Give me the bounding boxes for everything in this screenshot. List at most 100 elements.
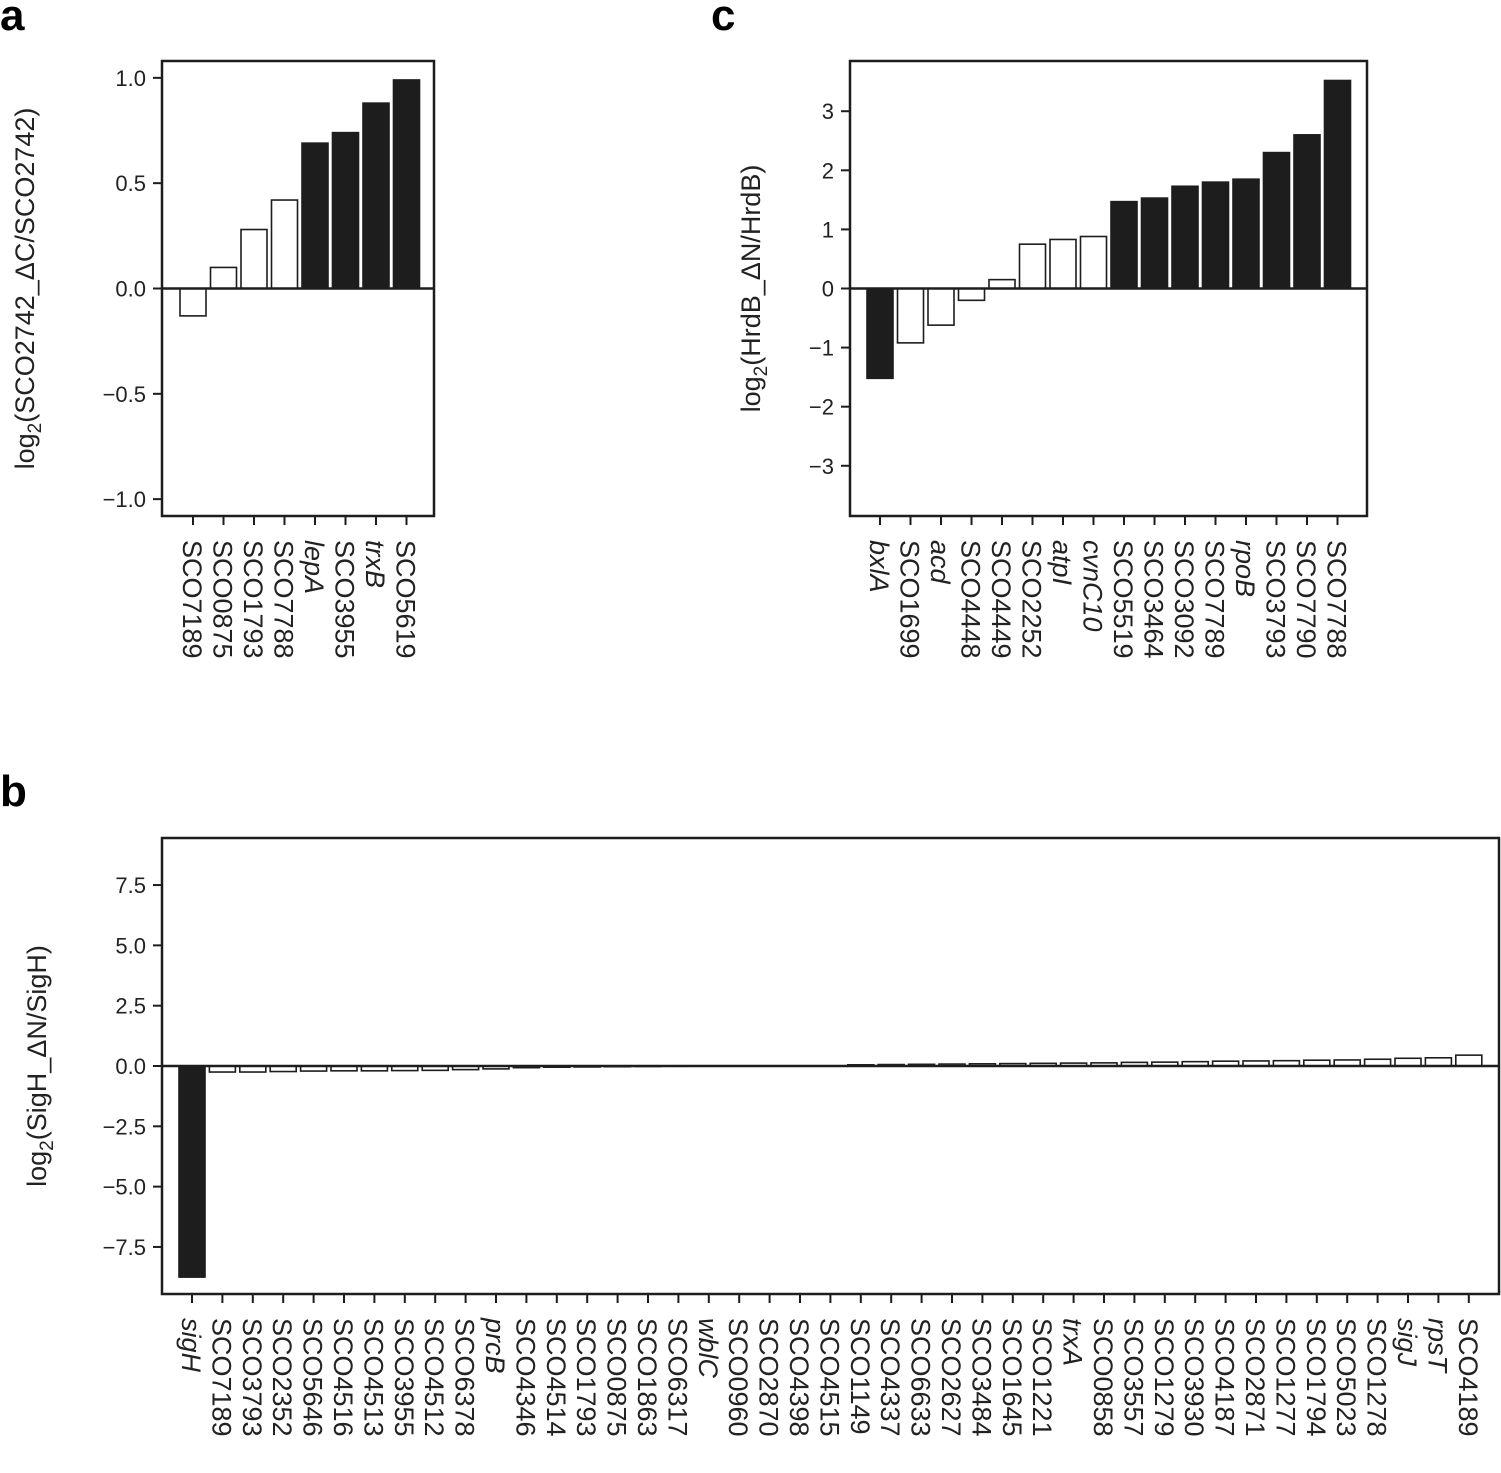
bar-b-SCO4189 [1455,1054,1483,1067]
category-label-b: SCO4512 [419,1318,449,1437]
category-label-b: SCO1645 [997,1318,1027,1437]
category-label-b: SCO1277 [1270,1318,1300,1437]
bar-c-SCO2252 [1018,243,1047,290]
category-label-a: SCO5619 [391,540,421,659]
category-label-b: SCO5646 [298,1318,328,1437]
category-label-b: wblC [693,1318,723,1379]
y-axis-label-prefix-b: log [22,1151,52,1187]
bar-c-rpoB [1232,178,1260,290]
y-tick-label-b: 2.5 [115,994,146,1019]
category-label-c: SCO7790 [1291,540,1321,659]
category-label-c: SCO3464 [1139,540,1169,659]
bar-c-SCO7790 [1293,134,1321,290]
y-tick-label-b: −7.5 [103,1235,146,1260]
category-label-b: SCO0875 [602,1318,632,1437]
category-label-c: atpI [1047,540,1077,586]
category-label-b: SCO4513 [358,1318,388,1437]
y-axis-label-subscript-c: 2 [751,366,772,377]
y-tick-label-a: −0.5 [103,382,146,407]
category-label-b: SCO3484 [966,1318,996,1437]
bar-c-acd [927,287,955,326]
y-tick-label-b: −5.0 [103,1175,146,1200]
category-label-a: SCO7189 [177,540,207,659]
category-label-b: SCO2871 [1240,1318,1270,1437]
category-label-b: SCO6633 [906,1318,936,1437]
category-label-a: trxB [360,540,390,588]
y-tick-label-c: 2 [822,158,834,183]
category-label-c: SCO3092 [1169,540,1199,659]
category-label-b: trxA [1058,1318,1088,1366]
y-axis-label-subscript-b: 2 [37,1140,58,1151]
y-tick-label-c: −3 [809,454,834,479]
category-label-b: rpsT [1422,1318,1452,1375]
category-label-b: SCO7189 [206,1318,236,1437]
category-label-b: SCO4187 [1210,1318,1240,1437]
category-label-c: SCO7788 [1322,540,1352,659]
category-label-b: SCO4189 [1453,1318,1483,1437]
category-label-c: cvnC10 [1078,540,1108,632]
y-axis-label-rest-c: (HrdB_ΔN/HrdB) [736,165,766,366]
category-label-b: SCO4337 [875,1318,905,1437]
bar-a-SCO5619 [392,79,421,290]
category-label-b: SCO4515 [814,1318,844,1437]
category-label-b: SCO4398 [784,1318,814,1437]
category-label-b: SCO4516 [328,1318,358,1437]
category-label-c: SCO3793 [1261,540,1291,659]
bar-c-SCO3464 [1140,197,1169,290]
y-tick-label-c: −1 [809,336,834,361]
bar-a-SCO3955 [331,131,360,290]
bar-c-SCO7789 [1201,181,1230,290]
bar-c-SCO7788 [1323,79,1352,290]
bar-a-SCO0875 [209,266,238,290]
category-label-c: SCO4449 [986,540,1016,659]
bar-c-SCO3793 [1262,151,1291,290]
category-label-b: SCO0858 [1088,1318,1118,1437]
bar-a-SCO7788 [270,199,299,290]
category-label-c: SCO2252 [1017,540,1047,659]
category-label-a: SCO0875 [208,540,238,659]
category-label-a: SCO7788 [269,540,299,659]
y-axis-label-subscript-a: 2 [25,423,46,434]
bar-c-SCO4448 [957,287,986,302]
y-axis-label-rest-a: (SCO2742_ΔC/SCO2742) [10,108,40,423]
category-label-b: SCO4346 [510,1318,540,1437]
y-tick-label-c: −2 [809,395,834,420]
category-label-b: SCO6317 [662,1318,692,1437]
category-label-b: SCO1793 [571,1318,601,1437]
category-label-c: SCO1699 [895,540,925,659]
category-label-c: bxlA [864,540,894,593]
y-tick-label-a: 0.0 [115,277,146,302]
category-label-b: SCO1221 [1027,1318,1057,1437]
category-label-b: SCO3793 [237,1318,267,1437]
category-label-b: SCO2627 [936,1318,966,1437]
category-label-a: SCO3955 [330,540,360,659]
y-axis-label-prefix-a: log [10,433,40,469]
category-label-c: SCO7789 [1200,540,1230,659]
category-label-b: SCO3955 [389,1318,419,1437]
category-label-b: SCO1278 [1362,1318,1392,1437]
y-axis-label-rest-b: (SigH_ΔN/SigH) [22,945,52,1140]
y-tick-label-a: 0.5 [115,171,146,196]
bar-c-SCO1699 [896,287,925,344]
bar-b-sigH [178,1065,206,1278]
bar-a-SCO7189 [179,287,207,317]
panel-letter-c: c [711,0,735,40]
category-label-b: SCO5023 [1331,1318,1361,1437]
category-label-c: acd [925,540,955,585]
category-label-b: SCO1863 [632,1318,662,1437]
bar-c-SCO5519 [1110,200,1138,290]
y-axis-label-prefix-c: log [736,376,766,412]
y-axis-label-b: log2(SigH_ΔN/SigH) [22,945,58,1187]
y-tick-label-b: 7.5 [115,873,146,898]
bar-a-lepA [301,142,329,290]
category-label-b: SCO1279 [1149,1318,1179,1437]
category-label-a: SCO1793 [238,540,268,659]
panel-letter-b: b [0,767,27,816]
panel-letter-a: a [0,0,25,40]
bar-a-SCO1793 [240,228,268,290]
category-label-b: SCO6378 [450,1318,480,1437]
y-axis-label-c: log2(HrdB_ΔN/HrdB) [736,165,772,413]
category-label-b: sigH [176,1318,206,1373]
